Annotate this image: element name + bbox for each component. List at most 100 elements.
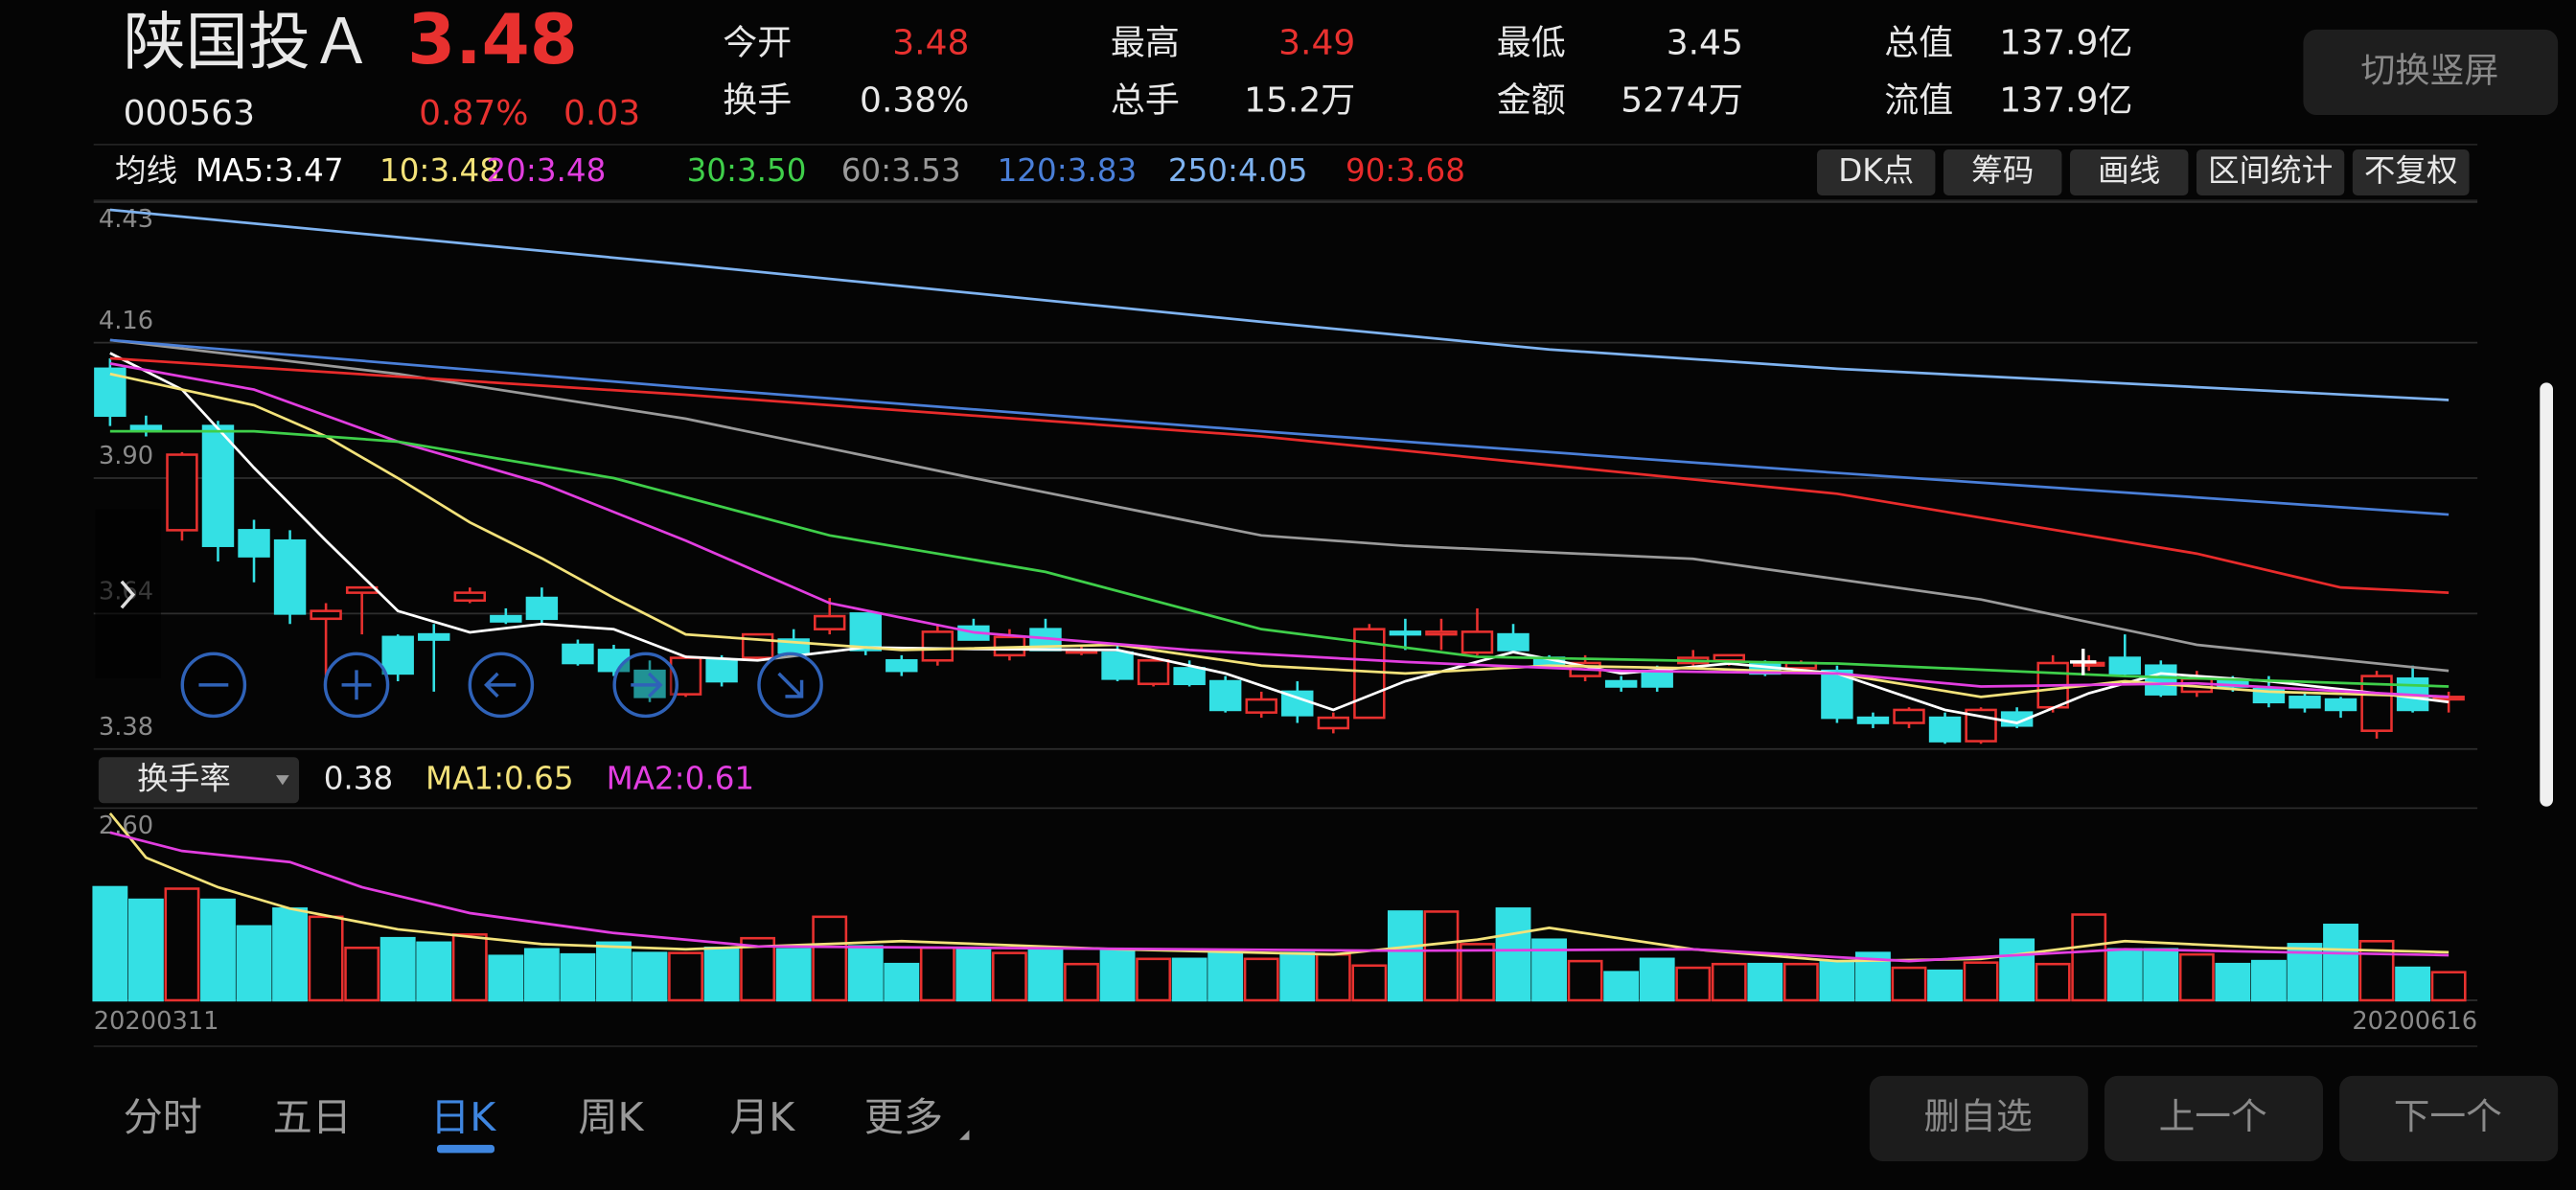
- toolbar-button-label[interactable]: 筹码: [1971, 152, 2034, 189]
- candle-body: [201, 424, 235, 547]
- turnover-bar: [127, 898, 164, 1002]
- turnover-bar: [560, 952, 596, 1002]
- turnover-bar: [272, 907, 308, 1002]
- turnover-bar: [92, 885, 128, 1002]
- candle-body: [1821, 669, 1853, 720]
- turnover-bar: [380, 936, 416, 1002]
- turnover-bar: [1387, 910, 1423, 1002]
- turnover-bar: [1099, 950, 1136, 1002]
- candle-body: [238, 529, 270, 558]
- date-start: 20200311: [94, 1007, 219, 1036]
- stat-value: 0.38%: [860, 80, 969, 120]
- candle-body: [345, 585, 379, 594]
- candle-body: [2324, 698, 2358, 712]
- period-tab[interactable]: 周K: [578, 1094, 644, 1140]
- turnover-bar: [1567, 959, 1603, 1002]
- ma-line: [109, 338, 2450, 516]
- turnover-bar: [488, 954, 524, 1002]
- action-button[interactable]: [1869, 1075, 2088, 1161]
- action-button[interactable]: [2104, 1075, 2323, 1161]
- chart-control-icon[interactable]: [484, 672, 517, 698]
- side-tab[interactable]: [95, 509, 161, 678]
- toolbar-button[interactable]: [2070, 149, 2189, 195]
- change: 0.03: [564, 94, 640, 133]
- action-button-label[interactable]: 删自选: [1923, 1095, 2032, 1137]
- turnover-bar: [1027, 946, 1064, 1002]
- stat-label: 最低: [1497, 23, 1566, 62]
- ma-line: [109, 338, 2450, 673]
- stat-label: 金额: [1497, 80, 1566, 120]
- turnover-bar: [2215, 962, 2251, 1002]
- toolbar-button[interactable]: [2352, 149, 2470, 195]
- turnover-bar: [416, 941, 452, 1002]
- turnover-bar: [1927, 969, 1963, 1002]
- turnover-bar: [451, 933, 488, 1002]
- ma-line: [109, 208, 2450, 401]
- period-tab[interactable]: 五日: [273, 1094, 352, 1140]
- stat-value: 137.9亿: [1999, 80, 2132, 120]
- scrollbar[interactable]: [2540, 382, 2553, 807]
- toolbar-button[interactable]: [1944, 149, 2062, 195]
- stat-label: 流值: [1884, 80, 1953, 120]
- candle-body: [1641, 669, 1673, 688]
- turnover-bar: [1999, 938, 2036, 1002]
- stock-code: 000563: [124, 94, 255, 133]
- turnover-bar: [164, 887, 200, 1002]
- side-tab-arrow[interactable]: [120, 580, 136, 609]
- ma-line: [109, 362, 2450, 698]
- turnover-bar: [2106, 948, 2143, 1002]
- indicator-dropdown[interactable]: [98, 757, 299, 804]
- turnover-bar: [884, 962, 920, 1002]
- action-button-label[interactable]: 上一个: [2159, 1095, 2267, 1137]
- legend-entry: MA5:3.47: [196, 152, 344, 189]
- turnover-bar: [1603, 971, 1640, 1002]
- toolbar-button-label[interactable]: 区间统计: [2208, 152, 2333, 189]
- period-tab[interactable]: 日K: [430, 1094, 496, 1140]
- stat-value: 3.49: [1278, 23, 1355, 62]
- candle-body: [381, 635, 414, 675]
- chart-control-icon[interactable]: [631, 672, 663, 698]
- period-tab[interactable]: 分时: [124, 1094, 202, 1140]
- candle-body: [1928, 716, 1962, 743]
- candle-body: [1101, 651, 1134, 680]
- stat-label: 最高: [1111, 23, 1180, 62]
- chart-control-icon[interactable]: [341, 670, 372, 700]
- turnover-bar: [919, 946, 955, 1002]
- toolbar-button-label[interactable]: 画线: [2098, 152, 2160, 189]
- legend-entry: 120:3.83: [998, 152, 1138, 189]
- period-tab[interactable]: 更多: [864, 1094, 943, 1140]
- turnover-bar: [1639, 957, 1675, 1002]
- legend-entry: 20:3.48: [486, 152, 606, 189]
- turnover-bar: [1351, 964, 1388, 1002]
- period-tab[interactable]: 月K: [729, 1094, 795, 1140]
- candle-body: [1856, 716, 1890, 724]
- action-button-label[interactable]: 下一个: [2394, 1095, 2502, 1137]
- stat-label: 总手: [1111, 80, 1180, 120]
- crosshair[interactable]: [2070, 649, 2097, 675]
- chart-control-icon[interactable]: [777, 672, 804, 698]
- action-button[interactable]: [2339, 1075, 2559, 1161]
- dropdown-arrow: [276, 775, 289, 786]
- indicator-dropdown-label[interactable]: 换手率: [137, 760, 231, 796]
- candle-body: [418, 632, 450, 641]
- candle-body: [273, 538, 307, 615]
- stat-value: 137.9亿: [1999, 23, 2132, 62]
- candle-body: [562, 643, 594, 665]
- toolbar-button[interactable]: [1817, 149, 1936, 195]
- legend-entry: 90:3.68: [1346, 152, 1465, 189]
- legend-entry: 60:3.53: [841, 152, 961, 189]
- y-tick-label: 3.90: [99, 442, 153, 470]
- candle-body: [490, 614, 522, 623]
- orientation-button-label[interactable]: 切换竖屏: [2360, 51, 2498, 90]
- turnover-bar: [1064, 962, 1099, 1002]
- y-tick-label: 4.43: [99, 205, 153, 234]
- toolbar-button-label[interactable]: 不复权: [2364, 152, 2458, 189]
- tab-underline: [437, 1144, 494, 1154]
- toolbar-button-label[interactable]: DK点: [1838, 152, 1914, 189]
- turnover-bar: [1171, 957, 1208, 1002]
- toolbar-button[interactable]: [2196, 149, 2345, 195]
- turnover-bar: [668, 951, 703, 1002]
- orientation-button[interactable]: [2303, 29, 2559, 115]
- candle-body: [166, 453, 198, 532]
